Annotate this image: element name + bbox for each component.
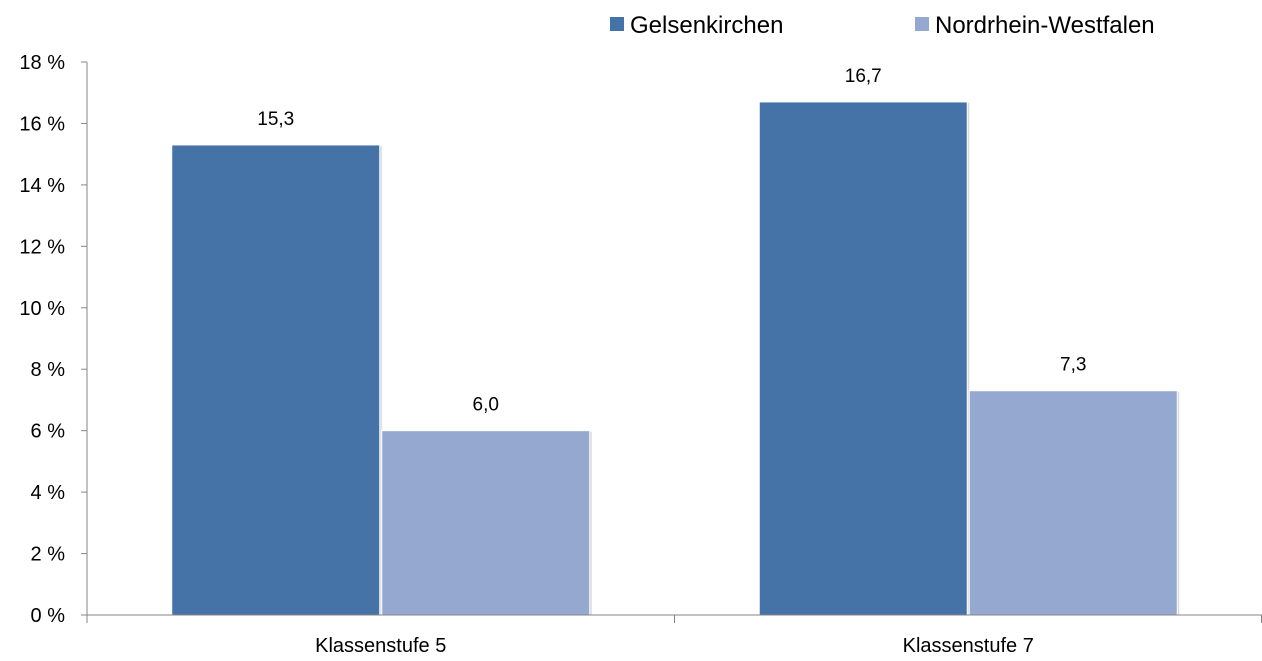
data-label: 7,3 (1060, 355, 1086, 376)
y-tick-label: 16 % (19, 113, 65, 135)
x-tick-label: Klassenstufe 7 (903, 635, 1034, 657)
legend-label: Gelsenkirchen (630, 12, 783, 39)
bar (968, 390, 1178, 616)
y-axis: 0 % 2 % 4 % 6 % 8 % 10 % 12 % 14 % 16 % 18 % (19, 52, 88, 627)
y-tick-label: 14 % (19, 175, 65, 197)
bar (758, 101, 968, 616)
legend-swatch (610, 17, 624, 31)
bars: 15,3 6,0 16,7 7,3 (171, 66, 1180, 616)
bar (381, 430, 591, 616)
y-tick-label: 0 % (31, 605, 66, 627)
y-tick-label: 18 % (19, 52, 65, 74)
y-tick-label: 12 % (19, 236, 65, 258)
data-label: 16,7 (845, 66, 882, 87)
data-label: 6,0 (473, 395, 499, 416)
legend-label: Nordrhein-Westfalen (935, 12, 1155, 39)
y-tick-label: 6 % (31, 421, 66, 443)
data-label: 15,3 (257, 109, 294, 130)
y-tick-label: 10 % (19, 298, 65, 320)
legend: Gelsenkirchen Nordrhein-Westfalen (610, 12, 1155, 39)
x-axis: Klassenstufe 5 Klassenstufe 7 (86, 614, 1262, 657)
y-tick-label: 2 % (31, 544, 66, 566)
bar (171, 144, 381, 616)
y-tick-label: 4 % (31, 482, 66, 504)
x-tick-label: Klassenstufe 5 (315, 635, 446, 657)
legend-swatch (915, 17, 929, 31)
y-tick-label: 8 % (31, 359, 66, 381)
